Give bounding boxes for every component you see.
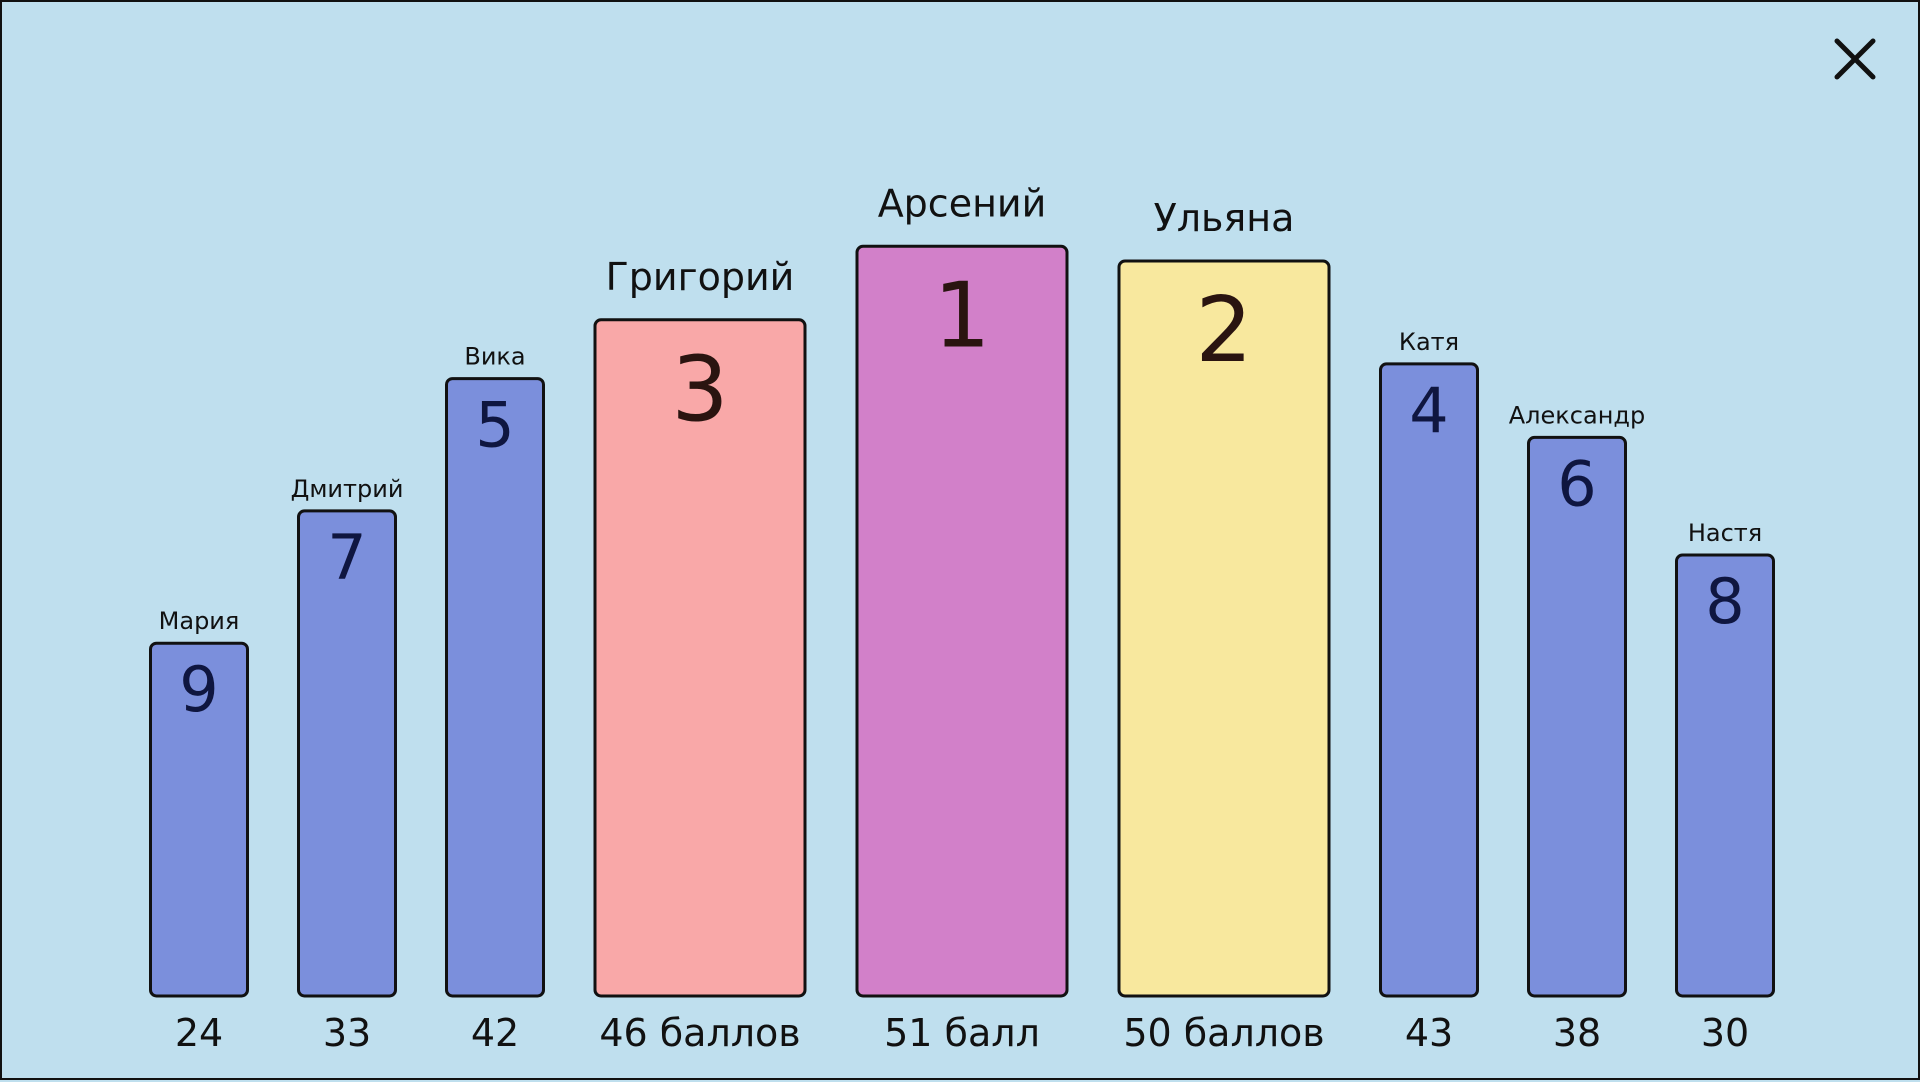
bar-score-label: 51 балл [884,1011,1040,1055]
bar-rank-label: 6 [1557,447,1596,520]
bar [1117,259,1331,998]
bar-group-8: 6 Александр 38 [1509,401,1645,1055]
close-button[interactable] [1832,36,1878,82]
bar-score-label: 30 [1701,1011,1749,1055]
bar-group-5: 1 Арсений 51 балл [855,181,1069,1055]
bar-rank-label: 2 [1195,278,1252,383]
bar [1527,435,1627,998]
bar [1675,553,1775,998]
bar-group-4: 3 Григорий 46 баллов [593,255,807,1055]
bar-score-label: 50 баллов [1123,1011,1324,1055]
bar-group-7: 4 Катя 43 [1379,328,1479,1055]
bar [593,318,807,998]
bar-name-label: Григорий [606,255,795,299]
bar [297,509,397,998]
bar-name-label: Мария [159,607,240,635]
bar-rank-label: 7 [327,521,366,594]
bar-name-label: Ульяна [1154,196,1295,240]
bar-group-6: 2 Ульяна 50 баллов [1117,196,1331,1055]
bar-name-label: Дмитрий [291,475,404,503]
bar [149,641,249,998]
bar-rank-label: 1 [933,263,990,368]
bar-name-label: Вика [464,343,525,371]
bar [855,244,1069,998]
bar-score-label: 38 [1553,1011,1601,1055]
bar-score-label: 42 [471,1011,519,1055]
close-icon [1834,38,1876,80]
bar-rank-label: 8 [1705,565,1744,638]
bar-group-1: 9 Мария 24 [149,607,249,1055]
bar-group-9: 8 Настя 30 [1675,519,1775,1055]
bar-score-label: 43 [1405,1011,1453,1055]
bar-rank-label: 4 [1409,374,1448,447]
bar-name-label: Александр [1509,401,1645,429]
bar-name-label: Катя [1399,328,1459,356]
bar [1379,362,1479,998]
bar-score-label: 33 [323,1011,371,1055]
bar-rank-label: 5 [475,389,514,462]
bar-score-label: 46 баллов [599,1011,800,1055]
bar-score-label: 24 [175,1011,223,1055]
bar [445,377,545,998]
bar-name-label: Арсений [878,181,1047,225]
bar-rank-label: 3 [671,337,728,442]
bar-group-3: 5 Вика 42 [445,343,545,1055]
bar-rank-label: 9 [179,653,218,726]
bar-name-label: Настя [1688,519,1762,547]
bar-group-2: 7 Дмитрий 33 [291,475,404,1055]
